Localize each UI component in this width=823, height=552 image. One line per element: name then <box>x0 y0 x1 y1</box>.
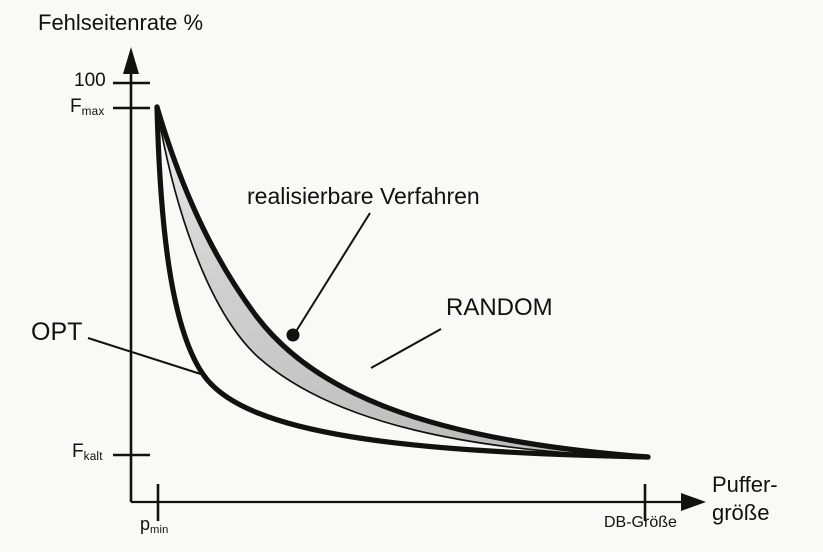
x-tick-label-pmin: pmin <box>140 514 169 537</box>
y-tick-label-fmax-base: F <box>70 96 82 117</box>
y-axis-title: Fehlseitenrate % <box>38 10 204 35</box>
y-tick-label-100: 100 <box>74 70 106 91</box>
leader-line-opt <box>87 337 208 377</box>
curve-realisierbare-verfahren <box>156 106 649 458</box>
x-tick-label-pmin-base: p <box>140 514 151 534</box>
x-axis-arrowhead <box>681 493 706 511</box>
annotation-label-random: RANDOM <box>446 294 553 321</box>
x-axis-title-line1: Puffer- <box>712 472 778 497</box>
y-tick-label-fmax-sub: max <box>81 105 105 119</box>
y-tick-label-fkalt-sub: kalt <box>83 450 103 464</box>
x-tick-label-dbgroesse: DB-Größe <box>604 514 677 531</box>
y-tick-label-fkalt-base: F <box>72 441 84 462</box>
y-tick-label-fkalt: Fkalt <box>72 441 103 464</box>
y-axis-arrowhead <box>123 47 139 74</box>
leader-line-realisierbare-verfahren <box>294 212 371 334</box>
x-axis-title-line2: größe <box>712 500 770 525</box>
x-axis-title: Puffer- größe <box>712 474 778 524</box>
x-tick-label-pmin-sub: min <box>150 524 169 537</box>
y-tick-label-fmax: Fmax <box>70 96 105 119</box>
curve-opt <box>154 104 651 460</box>
leader-line-random <box>370 328 442 369</box>
annotation-dot-realisierbare-verfahren <box>286 328 300 342</box>
curve-random <box>154 104 651 460</box>
annotation-label-opt: OPT <box>31 318 83 346</box>
annotation-label-realisierbare-verfahren: realisierbare Verfahren <box>247 183 480 209</box>
shaded-region-realisierbare-verfahren <box>157 107 648 457</box>
